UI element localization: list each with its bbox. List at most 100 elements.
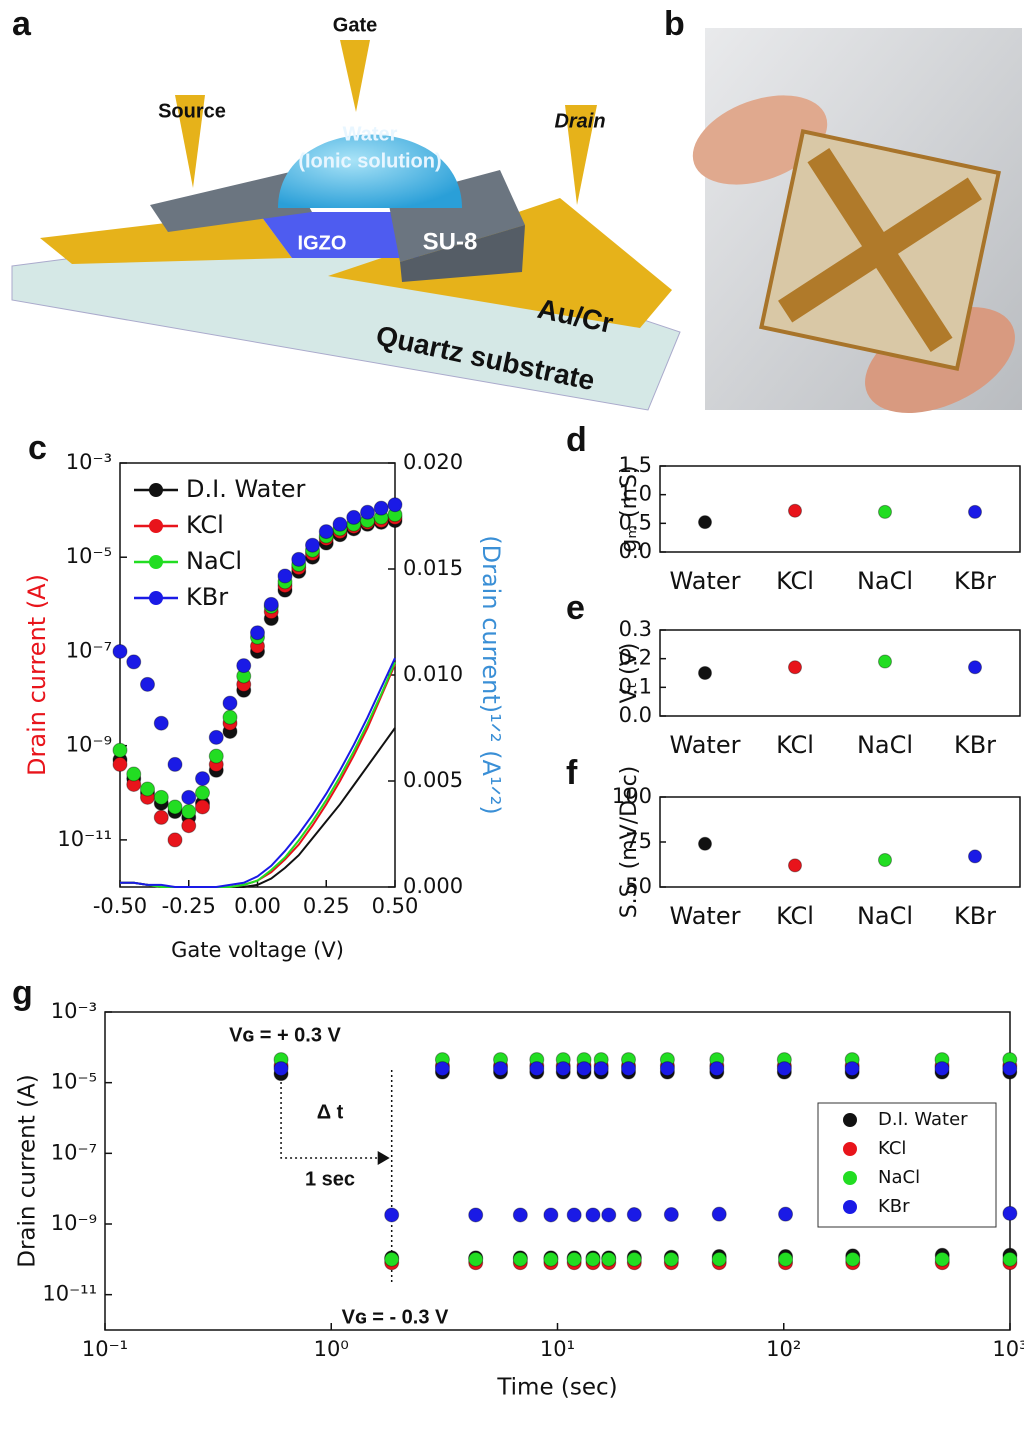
data-point — [969, 661, 982, 674]
data-point — [712, 1207, 726, 1221]
data-point — [278, 569, 292, 583]
y2-axis-label: (Drain current)¹ᐟ² (A¹ᐟ²) — [477, 535, 505, 814]
annotation: 1 sec — [305, 1168, 355, 1190]
data-point — [664, 1208, 678, 1222]
x-tick-label: 0.25 — [303, 894, 350, 918]
data-point — [319, 525, 333, 539]
data-point — [209, 749, 223, 763]
legend-marker — [843, 1142, 857, 1156]
figure: a Gate Source Drain Water (Ionic solutio… — [0, 0, 1024, 1431]
sqrt-curve — [120, 662, 395, 887]
data-point — [1003, 1252, 1017, 1266]
panel-label: e — [566, 589, 585, 627]
data-point — [182, 790, 196, 804]
x-tick-label: KCl — [776, 902, 814, 930]
data-point — [113, 743, 127, 757]
x-tick-label: NaCl — [857, 902, 913, 930]
y-axis-label: Drain current (A) — [23, 574, 51, 776]
data-point — [969, 505, 982, 518]
data-point — [141, 677, 155, 691]
data-point — [846, 1252, 860, 1266]
arrow-head — [378, 1151, 390, 1165]
data-point — [182, 819, 196, 833]
panel-label: g — [12, 974, 33, 1012]
data-point — [251, 626, 265, 640]
data-point — [567, 1208, 581, 1222]
data-point — [660, 1062, 674, 1076]
x-axis-label: Time (sec) — [496, 1375, 617, 1401]
x-tick-label: -0.50 — [93, 894, 147, 918]
data-point — [154, 790, 168, 804]
data-point — [513, 1252, 527, 1266]
data-point — [879, 854, 892, 867]
data-point — [779, 1252, 793, 1266]
legend-marker — [843, 1200, 857, 1214]
y-axis-label: Vₜ (V) — [617, 643, 642, 704]
y-tick-label: 10⁻⁹ — [66, 733, 112, 757]
legend-label: KCl — [186, 511, 224, 539]
data-point — [556, 1062, 570, 1076]
y-tick-label: 10⁻³ — [51, 999, 97, 1023]
y-tick-label: 10⁻⁷ — [66, 638, 112, 662]
data-point — [577, 1062, 591, 1076]
x-tick-label: Water — [670, 731, 741, 759]
data-point — [274, 1062, 288, 1076]
gate-label: Gate — [333, 14, 377, 36]
data-point — [627, 1252, 641, 1266]
y-tick-label: 10⁻⁹ — [51, 1211, 97, 1235]
x-tick-label: Water — [670, 567, 741, 595]
legend-marker — [843, 1113, 857, 1127]
x-tick-label: 10¹ — [540, 1337, 575, 1361]
data-point — [469, 1252, 483, 1266]
data-point — [264, 597, 278, 611]
y-axis-label: gₘ (mS) — [617, 465, 642, 552]
annotation: Vɢ = + 0.3 V — [229, 1024, 341, 1046]
legend-label: NaCl — [186, 547, 242, 575]
data-point — [113, 644, 127, 658]
legend-marker — [149, 519, 163, 533]
data-point — [292, 552, 306, 566]
data-point — [494, 1062, 508, 1076]
y-tick-label: 10⁻¹¹ — [42, 1282, 97, 1306]
data-point — [127, 655, 141, 669]
data-point — [196, 800, 210, 814]
data-point — [879, 655, 892, 668]
data-point — [196, 786, 210, 800]
y-axis-label: Drain current (A) — [15, 1074, 41, 1268]
data-point — [710, 1062, 724, 1076]
legend-marker — [149, 483, 163, 497]
data-point — [168, 757, 182, 771]
x-tick-label: KCl — [776, 567, 814, 595]
data-point — [602, 1208, 616, 1222]
data-point — [388, 498, 402, 512]
legend-label: D.I. Water — [186, 475, 306, 503]
data-point — [935, 1252, 949, 1266]
x-axis-label: Gate voltage (V) — [171, 938, 344, 962]
y-tick-label: 10⁻⁵ — [66, 544, 112, 568]
data-point — [602, 1252, 616, 1266]
y-tick-label: 0.0 — [619, 703, 652, 727]
plot-frame — [660, 630, 1020, 716]
x-tick-label: NaCl — [857, 567, 913, 595]
y-tick-label: 10⁻⁷ — [51, 1140, 97, 1164]
device-photo: b — [664, 5, 1024, 435]
data-point — [699, 837, 712, 850]
data-point — [567, 1252, 581, 1266]
data-point — [347, 510, 361, 524]
y2-tick-label: 0.005 — [403, 768, 463, 792]
data-point — [789, 661, 802, 674]
sqrt-curve — [120, 658, 395, 887]
data-point — [154, 716, 168, 730]
data-point — [586, 1208, 600, 1222]
data-point — [544, 1252, 558, 1266]
data-point — [374, 501, 388, 515]
data-point — [969, 850, 982, 863]
x-tick-label: KBr — [954, 902, 996, 930]
data-point — [1003, 1206, 1017, 1220]
x-tick-label: KBr — [954, 567, 996, 595]
data-point — [385, 1252, 399, 1266]
x-tick-label: 0.00 — [234, 894, 281, 918]
data-point — [530, 1062, 544, 1076]
data-point — [699, 516, 712, 529]
y-tick-label: 10⁻⁵ — [51, 1070, 97, 1094]
